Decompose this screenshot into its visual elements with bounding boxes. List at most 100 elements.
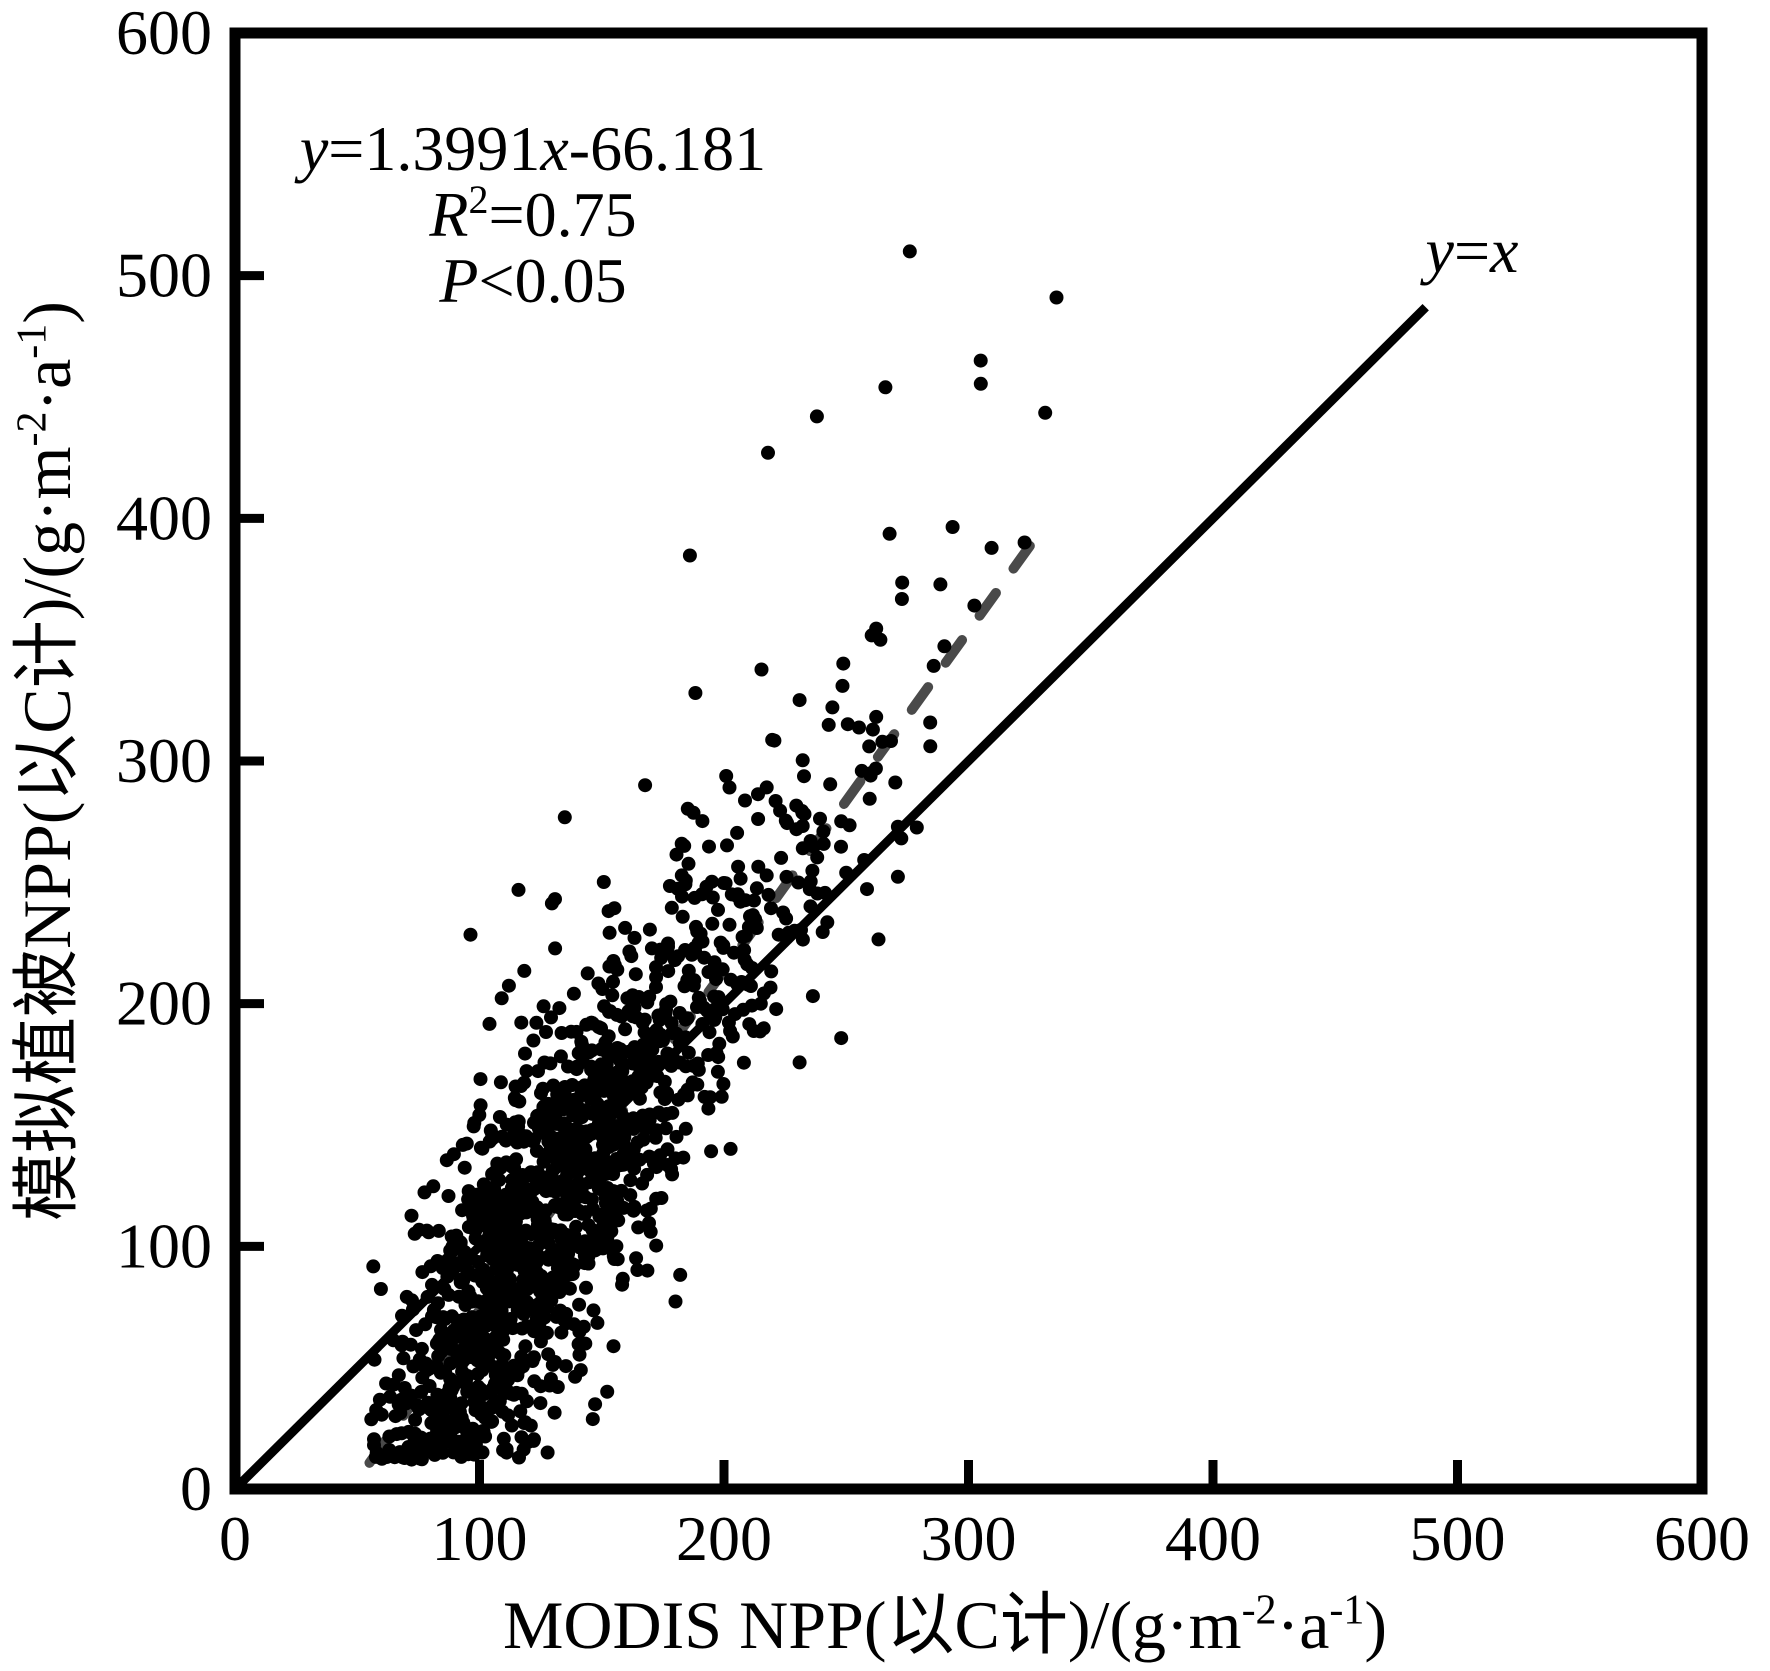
scatter-point	[412, 1222, 427, 1237]
scatter-point	[640, 1263, 655, 1278]
scatter-point	[749, 921, 764, 935]
scatter-point	[721, 1015, 736, 1030]
scatter-point	[537, 1310, 552, 1325]
scatter-point	[600, 1384, 615, 1399]
scatter-point	[529, 1015, 544, 1030]
scatter-point	[719, 769, 734, 783]
scatter-point	[733, 871, 748, 886]
scatter-point	[514, 1128, 529, 1143]
scatter-point	[513, 1404, 528, 1419]
scatter-point	[446, 1147, 461, 1162]
scatter-point	[835, 678, 850, 693]
scatter-point	[615, 1277, 630, 1292]
scatter-point	[816, 836, 831, 851]
scatter-point	[472, 1108, 487, 1122]
scatter-point	[521, 1435, 536, 1450]
scatter-point	[572, 1240, 587, 1255]
scatter-point	[692, 993, 707, 1008]
scatter-point	[508, 1093, 523, 1108]
scatter-point	[610, 1041, 625, 1055]
scatter-point	[984, 540, 999, 555]
scatter-point	[492, 1110, 507, 1124]
scatter-point	[638, 778, 653, 793]
scatter-point	[505, 1159, 520, 1174]
scatter-point	[780, 816, 795, 831]
scatter-point	[620, 991, 635, 1006]
scatter-point	[452, 1404, 467, 1419]
scatter-point	[417, 1185, 432, 1200]
scatter-point	[614, 1009, 629, 1024]
scatter-point	[926, 658, 941, 673]
scatter-point	[391, 1368, 406, 1383]
scatter-point	[586, 1303, 601, 1318]
scatter-point	[496, 1431, 511, 1446]
scatter-point	[546, 1078, 561, 1093]
scatter-point	[660, 1142, 675, 1157]
scatter-point	[923, 715, 938, 730]
scatter-point	[652, 1012, 667, 1027]
scatter-point	[373, 1282, 388, 1296]
scatter-point	[761, 445, 775, 460]
scatter-point	[661, 939, 675, 954]
scatter-point	[795, 932, 810, 947]
scatter-point	[731, 859, 746, 874]
scatter-point	[557, 1313, 572, 1328]
scatter-point	[414, 1341, 429, 1356]
x-tick-label: 300	[921, 1503, 1017, 1574]
scatter-point	[902, 244, 917, 259]
scatter-point	[431, 1296, 445, 1311]
scatter-point	[468, 1447, 483, 1462]
scatter-point	[723, 972, 738, 987]
scatter-point	[722, 780, 737, 795]
scatter-point	[463, 927, 478, 942]
scatter-point	[774, 850, 789, 865]
regression-equation-label: y=1.3991x-66.181	[294, 113, 766, 184]
scatter-point	[449, 1238, 464, 1253]
scatter-point	[852, 720, 866, 735]
scatter-point	[707, 955, 722, 970]
scatter-point	[511, 1290, 526, 1305]
scatter-point	[627, 1199, 642, 1214]
scatter-point	[588, 1103, 603, 1118]
scatter-point	[584, 1015, 599, 1030]
scatter-point	[682, 548, 697, 563]
scatter-point	[556, 1273, 570, 1288]
scatter-point	[704, 874, 719, 889]
scatter-point	[664, 1162, 679, 1177]
scatter-point	[596, 875, 611, 889]
scatter-point	[623, 1188, 638, 1203]
scatter-point	[600, 1181, 615, 1195]
scatter-point	[531, 1209, 546, 1224]
scatter-point	[677, 838, 692, 853]
scatter-point	[639, 1203, 654, 1218]
scatter-point	[668, 1294, 683, 1309]
scatter-point	[556, 1119, 570, 1134]
scatter-point	[705, 916, 720, 931]
scatter-point	[518, 1046, 532, 1061]
scatter-point	[482, 1341, 496, 1356]
scatter-point	[606, 954, 621, 968]
scatter-point	[488, 1298, 503, 1313]
scatter-point	[667, 953, 682, 968]
scatter-point	[890, 869, 905, 884]
scatter-point	[572, 1324, 587, 1339]
scatter-point	[751, 812, 766, 826]
scatter-point	[434, 1322, 448, 1337]
scatter-point	[723, 1141, 738, 1156]
scatter-point	[438, 1364, 453, 1379]
scatter-point	[536, 1100, 551, 1114]
scatter-point	[539, 1325, 554, 1340]
scatter-point	[797, 769, 811, 784]
scatter-point	[836, 656, 851, 671]
scatter-point	[751, 787, 765, 802]
scatter-point	[570, 1059, 585, 1074]
scatter-point	[862, 739, 877, 754]
scatter-point	[658, 1121, 673, 1136]
scatter-point	[661, 964, 676, 979]
scatter-point	[742, 1017, 757, 1032]
scatter-point	[544, 1293, 559, 1308]
scatter-point	[768, 794, 783, 808]
scatter-point	[575, 1045, 590, 1060]
scatter-point	[641, 1046, 656, 1061]
scatter-point	[548, 941, 563, 956]
